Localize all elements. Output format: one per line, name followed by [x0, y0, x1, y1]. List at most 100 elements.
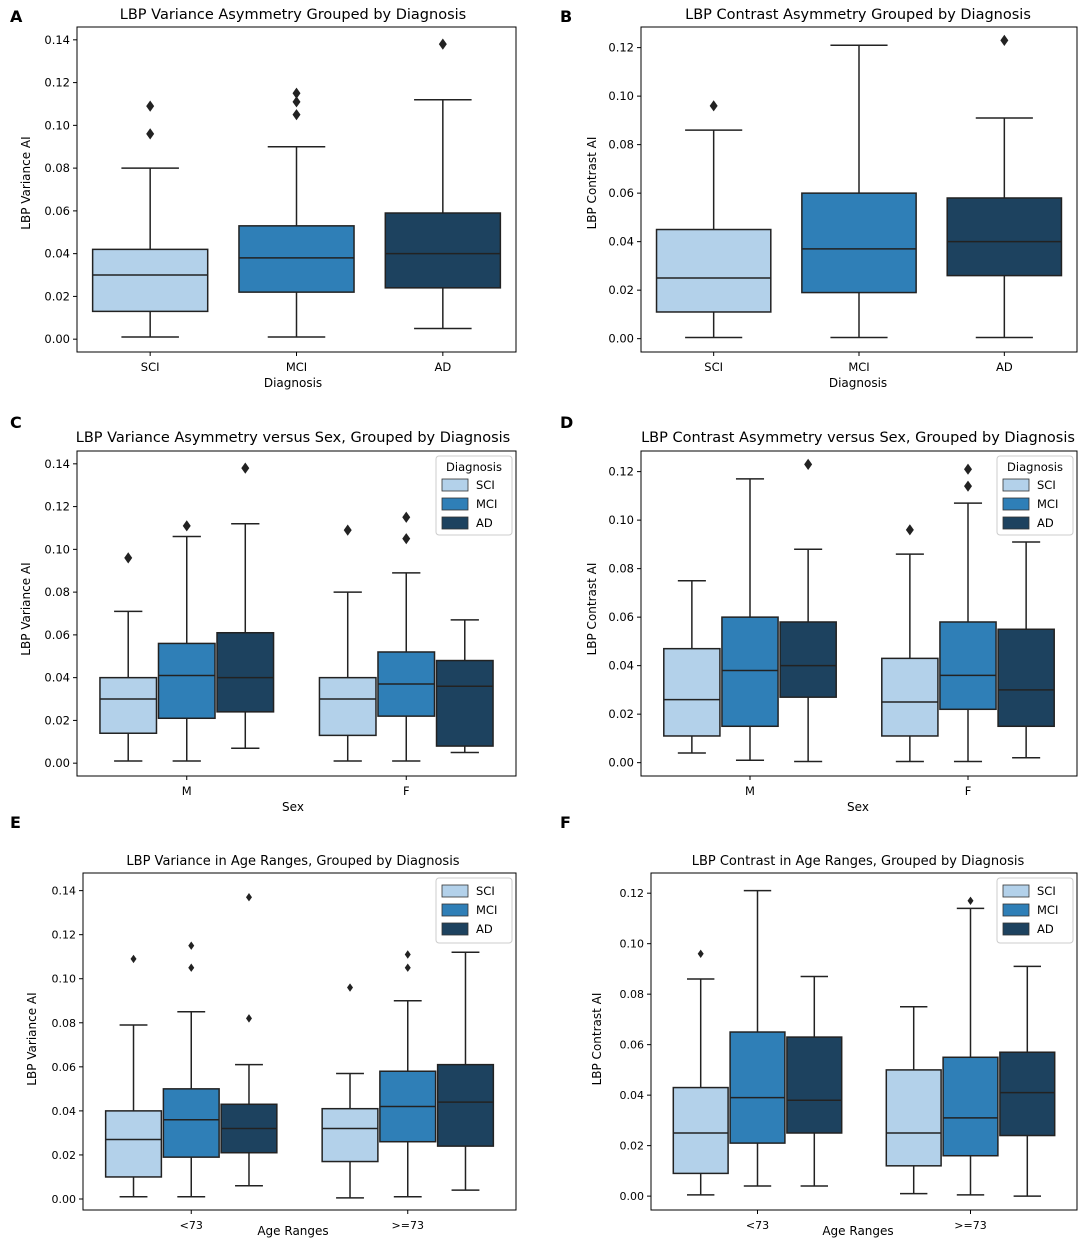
box-sci — [672, 1086, 729, 1175]
x-tick-label: <73 — [746, 1219, 769, 1232]
panel-letter-d: D — [560, 413, 573, 432]
y-tick-label: 0.08 — [608, 562, 634, 576]
legend: SCI MCI AD — [996, 877, 1074, 944]
y-tick-label: 0.06 — [44, 628, 70, 642]
legend-swatch-ad — [441, 922, 469, 936]
outlier-point — [292, 87, 301, 99]
panel-letter-a: A — [10, 7, 23, 26]
outlier-point — [347, 983, 354, 992]
y-tick-label: 0.08 — [52, 1017, 77, 1030]
legend: Diagnosis SCI MCI AD — [435, 455, 513, 536]
axes-frame — [650, 872, 1078, 1211]
box-mci — [939, 621, 997, 711]
x-tick-label: F — [965, 784, 972, 798]
panel-e-ylabel: LBP Variance AI — [25, 992, 39, 1085]
panel-c-title: LBP Variance Asymmetry versus Sex, Group… — [76, 430, 510, 446]
panel-f: F LBP Contrast in Age Ranges, Grouped by… — [560, 813, 1078, 1238]
panel-c-plot: 0.00 0.02 0.04 0.06 0.08 0.10 0.12 0.14 M F Diagno… — [44, 450, 517, 798]
outlier-point — [964, 463, 972, 475]
legend-label-ad: AD — [1037, 922, 1054, 936]
box-sci — [655, 228, 772, 313]
y-tick-label: 0.00 — [44, 756, 70, 770]
panel-c: C LBP Variance Asymmetry versus Sex, Gro… — [10, 413, 517, 814]
y-tick-label: 0.06 — [620, 1039, 645, 1052]
y-tick-label: 0.06 — [608, 610, 634, 624]
x-tick-label: SCI — [704, 360, 723, 374]
x-tick-label: MCI — [286, 360, 307, 374]
box-sci — [881, 657, 939, 737]
outlier-point — [188, 963, 195, 972]
panel-d-ylabel: LBP Contrast AI — [585, 563, 599, 656]
legend-swatch-mci — [1002, 497, 1030, 511]
outlier-point — [1000, 34, 1009, 46]
x-tick-label: >=73 — [954, 1219, 986, 1232]
y-tick-label: 0.00 — [608, 756, 634, 770]
legend-swatch-sci — [1002, 884, 1030, 898]
axes-frame — [82, 872, 517, 1211]
y-tick-label: 0.14 — [44, 457, 70, 471]
outlier-point — [404, 950, 411, 959]
panel-e-plot: 0.00 0.02 0.04 0.06 0.08 0.10 0.12 0.14 <73 >=73 S… — [52, 872, 517, 1232]
box-sci — [104, 1110, 163, 1178]
box-ad — [384, 212, 502, 289]
y-tick-label: 0.04 — [44, 247, 70, 261]
box-ad — [435, 659, 494, 747]
panel-c-ylabel: LBP Variance AI — [19, 562, 33, 655]
y-tick-label: 0.14 — [52, 885, 77, 898]
axes-frame — [640, 450, 1078, 777]
panel-letter-e: E — [10, 813, 21, 832]
box-ad — [436, 1063, 495, 1147]
y-tick-label: 0.04 — [608, 235, 634, 249]
panel-f-ylabel: LBP Contrast AI — [590, 993, 604, 1086]
outlier-point — [964, 480, 972, 492]
panel-d-title: LBP Contrast Asymmetry versus Sex, Group… — [641, 430, 1075, 446]
panel-letter-f: F — [560, 813, 571, 832]
outlier-point — [146, 100, 155, 112]
y-tick-label: 0.04 — [52, 1105, 77, 1118]
y-tick-label: 0.12 — [608, 41, 634, 55]
box-ad — [999, 1051, 1056, 1137]
y-tick-label: 0.10 — [44, 118, 70, 132]
outlier-point — [130, 954, 137, 964]
legend-label-mci: MCI — [1037, 497, 1058, 511]
outlier-point — [709, 100, 718, 112]
legend-swatch-ad — [441, 516, 469, 530]
y-tick-label: 0.02 — [44, 289, 70, 303]
y-tick-label: 0.08 — [44, 161, 70, 175]
panel-e-xlabel: Age Ranges — [257, 1224, 328, 1238]
y-tick-label: 0.08 — [608, 138, 634, 152]
panel-a: A LBP Variance Asymmetry Grouped by Diag… — [10, 7, 517, 390]
y-tick-label: 0.12 — [44, 76, 70, 90]
axes-frame — [76, 450, 517, 777]
legend-swatch-mci — [1002, 903, 1030, 917]
panel-b-plot: 0.00 0.02 0.04 0.06 0.08 0.10 0.12 SCI MCI AD — [608, 26, 1078, 374]
outlier-point — [438, 38, 447, 50]
y-tick-label: 0.12 — [52, 929, 77, 942]
outlier-point — [241, 462, 250, 474]
x-tick-label: MCI — [848, 360, 869, 374]
y-tick-label: 0.00 — [52, 1193, 77, 1206]
y-tick-label: 0.06 — [608, 186, 634, 200]
panel-b-xlabel: Diagnosis — [829, 376, 887, 390]
panel-f-plot: 0.00 0.02 0.04 0.06 0.08 0.10 0.12 <73 >=73 SCI MC… — [620, 872, 1078, 1232]
outlier-point — [343, 524, 352, 536]
box-sci — [663, 647, 721, 737]
panel-letter-c: C — [10, 413, 22, 432]
box-mci — [162, 1088, 220, 1158]
x-tick-label: >=73 — [392, 1219, 424, 1232]
box-sci — [318, 676, 377, 737]
legend-frame — [996, 455, 1074, 536]
box-ad — [216, 631, 275, 713]
outlier-point — [245, 1014, 252, 1023]
legend-title: Diagnosis — [446, 460, 502, 474]
legend-label-mci: MCI — [1037, 903, 1058, 917]
panel-f-title: LBP Contrast in Age Ranges, Grouped by D… — [692, 854, 1025, 869]
y-tick-label: 0.08 — [44, 585, 70, 599]
outlier-point — [292, 96, 301, 108]
x-tick-label: AD — [996, 360, 1013, 374]
legend: SCI MCI AD — [435, 877, 513, 944]
panel-e: E LBP Variance in Age Ranges, Grouped by… — [10, 813, 517, 1238]
x-tick-label: M — [745, 784, 755, 798]
outlier-point — [967, 896, 974, 905]
panel-a-ylabel: LBP Variance AI — [19, 136, 33, 229]
